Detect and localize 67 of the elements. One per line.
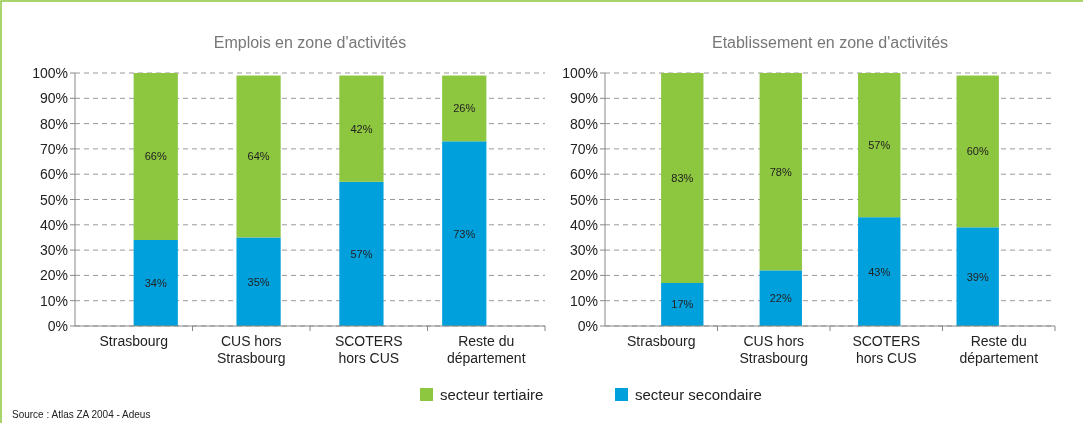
data-label: 66%	[144, 150, 167, 163]
data-label: 43%	[868, 265, 891, 278]
source-note: Source : Atlas ZA 2004 - Adeus	[12, 409, 151, 420]
data-label: 73%	[453, 227, 476, 240]
y-tick-label: 20%	[39, 267, 68, 284]
bar	[133, 239, 178, 326]
x-tick-label: CUS hors Strasbourg	[739, 333, 808, 366]
y-tick-label: 80%	[39, 115, 68, 132]
x-tick-label: Reste du département	[446, 333, 526, 366]
chart-title: Emplois en zone d'activités	[213, 34, 407, 51]
bar	[442, 141, 487, 326]
y-tick-label: 0%	[577, 318, 598, 334]
data-label: 64%	[247, 150, 270, 163]
y-tick-label: 70%	[39, 140, 68, 157]
y-tick-label: 40%	[39, 216, 68, 233]
bar	[442, 75, 487, 142]
bar	[661, 282, 704, 326]
bar	[236, 75, 281, 238]
data-label: 78%	[769, 165, 792, 178]
y-tick-label: 90%	[569, 90, 598, 107]
bar	[339, 181, 384, 326]
y-tick-label: 0%	[47, 318, 68, 334]
y-tick-label: 60%	[569, 166, 598, 183]
y-tick-label: 100%	[32, 65, 68, 81]
y-tick-label: 50%	[569, 191, 598, 208]
bar	[858, 217, 901, 326]
data-label: 35%	[247, 275, 270, 288]
bar	[858, 73, 901, 218]
data-label: 57%	[350, 247, 373, 260]
data-label: 42%	[350, 122, 373, 135]
y-tick-label: 10%	[569, 292, 598, 309]
x-tick-label: SCOTERS hors CUS	[334, 333, 403, 366]
bar	[956, 75, 999, 228]
legend-label: secteur tertiaire	[440, 386, 544, 403]
y-tick-label: 50%	[39, 191, 68, 208]
y-tick-label: 100%	[562, 65, 598, 81]
data-label: 83%	[671, 171, 694, 184]
y-tick-label: 20%	[569, 267, 598, 284]
x-tick-label: CUS hors Strasbourg	[217, 333, 286, 366]
bar	[956, 227, 999, 326]
y-tick-label: 30%	[569, 242, 598, 259]
data-label: 39%	[966, 270, 989, 283]
data-label: 34%	[144, 276, 167, 289]
y-tick-label: 30%	[39, 242, 68, 259]
y-tick-label: 60%	[39, 166, 68, 183]
bar	[133, 73, 178, 240]
bar	[759, 73, 802, 271]
bar	[759, 270, 802, 326]
x-tick-label: SCOTERS hors CUS	[852, 333, 921, 366]
y-tick-label: 10%	[39, 292, 68, 309]
y-tick-label: 40%	[569, 216, 598, 233]
bar	[661, 73, 704, 283]
data-label: 60%	[966, 145, 989, 158]
legend-label: secteur secondaire	[635, 386, 762, 403]
data-label: 26%	[453, 102, 476, 115]
bar	[339, 75, 384, 182]
y-tick-label: 80%	[569, 115, 598, 132]
x-tick-label: Strasbourg	[99, 333, 168, 349]
chart-title: Etablissement en zone d'activités	[711, 34, 949, 51]
x-tick-label: Strasbourg	[627, 333, 696, 349]
y-tick-label: 70%	[569, 140, 598, 157]
bar	[236, 237, 281, 326]
y-tick-label: 90%	[39, 90, 68, 107]
data-label: 22%	[769, 292, 792, 305]
data-label: 57%	[868, 139, 891, 152]
x-tick-label: Reste du département	[959, 333, 1039, 366]
data-label: 17%	[671, 298, 694, 311]
